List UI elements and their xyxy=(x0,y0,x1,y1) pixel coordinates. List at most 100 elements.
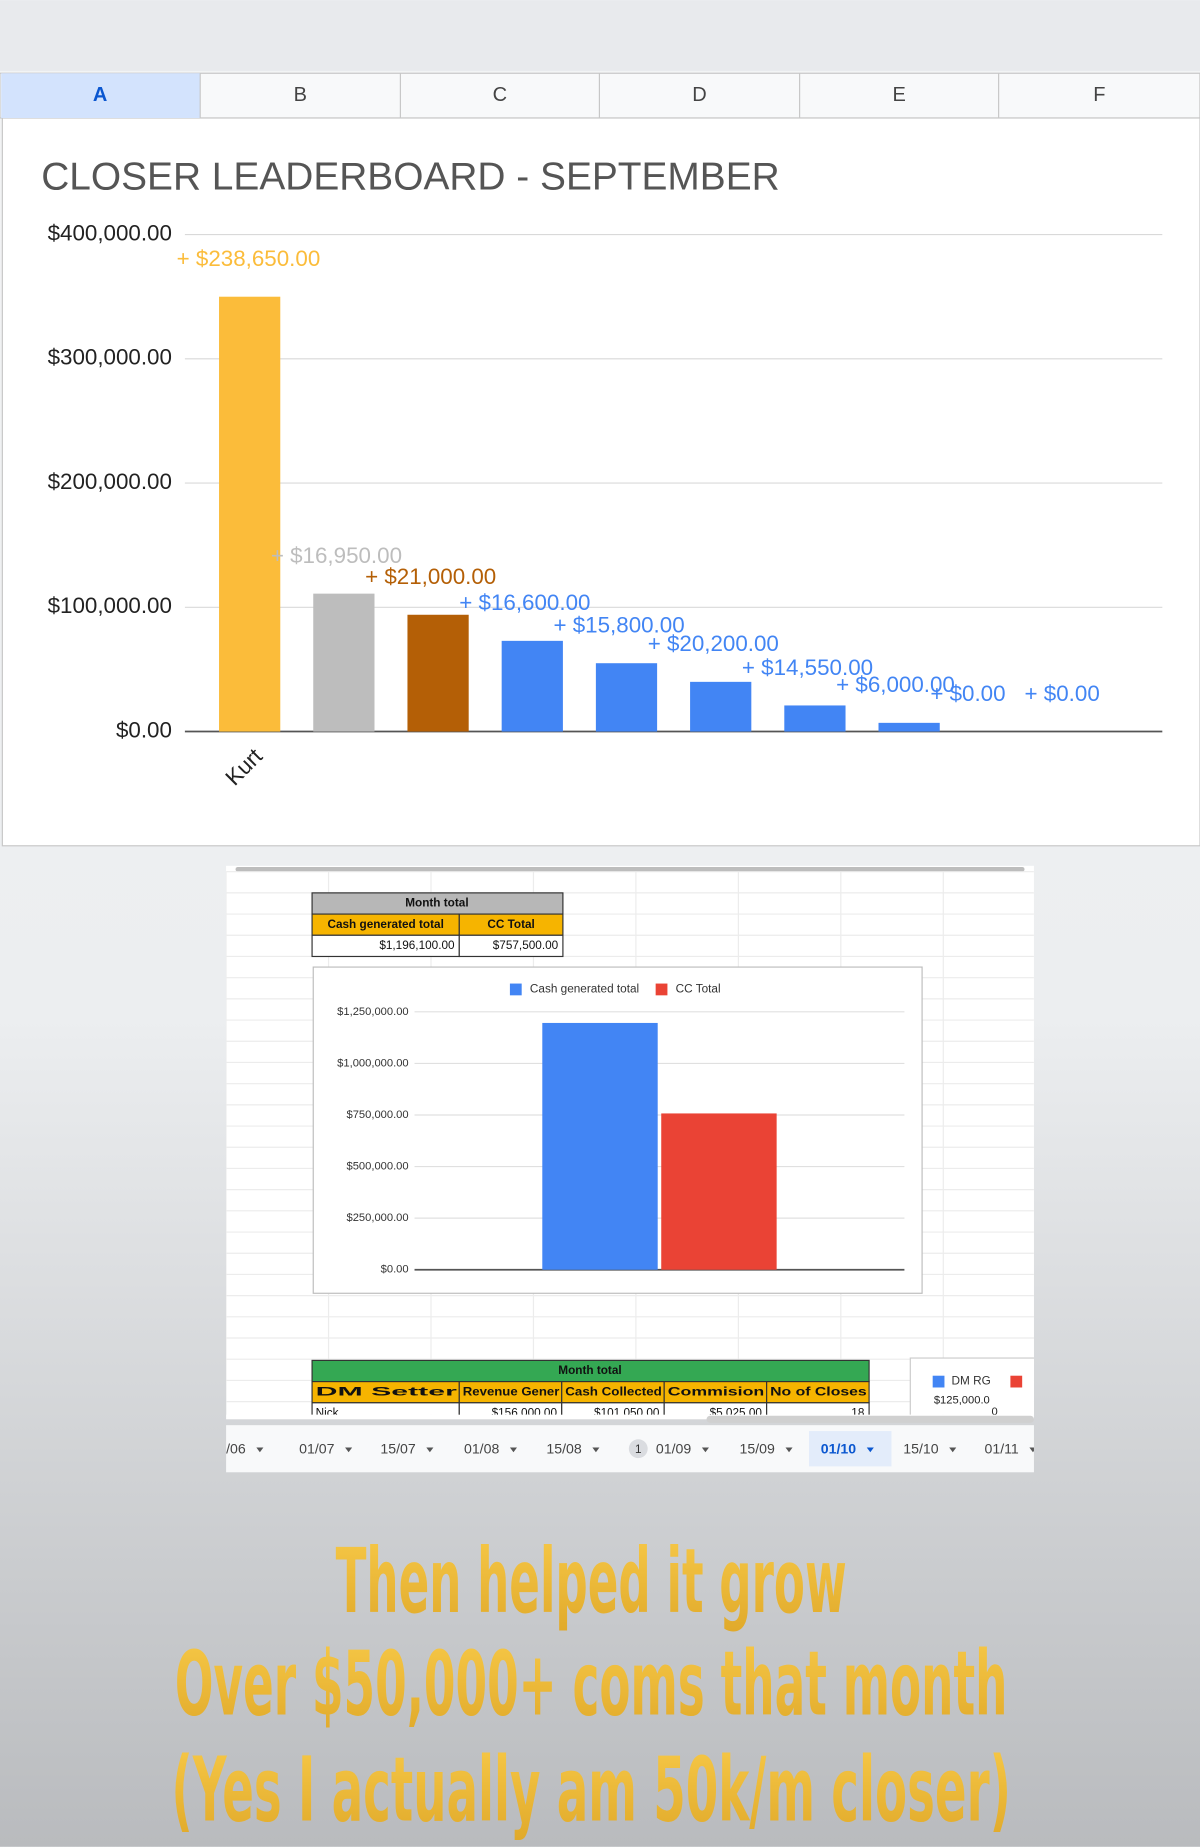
tab-badge-bg xyxy=(628,1439,648,1459)
table-value: $757,500.00 xyxy=(493,939,559,952)
tab-dropdown xyxy=(785,1447,793,1453)
table-value: $1,196,100.00 xyxy=(379,939,455,952)
tab-dropdown xyxy=(701,1447,709,1453)
legend-swatch xyxy=(509,983,522,996)
sheet-tab[interactable]: 01/08 xyxy=(464,1441,499,1457)
y-tick-label: $0.00 xyxy=(116,717,172,742)
bar xyxy=(542,1022,658,1270)
mini-label: $125,000.0 xyxy=(934,1394,990,1406)
tab-badge: 1 xyxy=(635,1443,642,1456)
scrollbar xyxy=(706,1415,1034,1423)
bar-annotation: + $0.00 xyxy=(1025,681,1100,706)
y-tick-label: $200,000.00 xyxy=(48,469,172,494)
tab-dropdown xyxy=(949,1447,957,1453)
bar-annotation: + $16,950.00 xyxy=(271,543,402,568)
y-tick-label: $400,000.00 xyxy=(48,220,172,245)
tab-dropdown xyxy=(426,1447,434,1453)
lower-sheet-content: $0.00 $250,000.00 $500,000.00 $750,000.00 $1… xyxy=(226,871,1034,1420)
mini-label: 0 xyxy=(992,1406,998,1418)
column-header-selected xyxy=(1,73,201,119)
legend-swatch xyxy=(655,983,668,996)
y-tick-label: $0.00 xyxy=(381,1264,409,1276)
y-tick-label: $300,000.00 xyxy=(48,345,172,370)
y-tick-label: $1,250,000.00 xyxy=(337,1006,408,1018)
bar xyxy=(501,640,563,732)
bar-annotation: + $6,000.00 xyxy=(836,672,955,697)
tab-dropdown xyxy=(509,1447,518,1453)
bar xyxy=(690,681,752,732)
tab-dropdown xyxy=(256,1447,264,1453)
sheet-tab[interactable]: 01/09 xyxy=(656,1441,691,1457)
column-header[interactable]: D xyxy=(692,84,706,106)
table-header: Commision xyxy=(668,1385,765,1398)
table-cell xyxy=(458,934,564,958)
sheet-edge xyxy=(235,866,1025,872)
column-header[interactable]: C xyxy=(493,84,507,106)
sheet-tab[interactable]: 15/07 xyxy=(380,1441,415,1457)
bar xyxy=(407,614,469,732)
bar-annotation: + $15,800.00 xyxy=(553,613,684,638)
table-header: No of Closes xyxy=(770,1385,867,1398)
tab-dropdown xyxy=(345,1447,353,1453)
sheet-tab[interactable]: /06 xyxy=(226,1441,246,1457)
bar-annotation: + $20,200.00 xyxy=(648,631,779,656)
bar xyxy=(784,705,846,732)
sheet-tab[interactable]: 15/10 xyxy=(903,1441,938,1457)
table-title: Month total xyxy=(558,1364,621,1377)
bar-annotation: + $16,600.00 xyxy=(459,590,590,615)
legend-label[interactable]: CC Total xyxy=(676,983,721,996)
bar xyxy=(595,663,658,732)
column-header[interactable]: B xyxy=(294,84,307,106)
legend-label[interactable]: Cash generated total xyxy=(530,983,639,996)
table-title: Month total xyxy=(405,897,468,910)
y-tick-label: $1,000,000.00 xyxy=(337,1057,408,1069)
y-tick-label: $750,000.00 xyxy=(346,1109,408,1121)
sheet-tab[interactable]: 01/11 xyxy=(984,1441,1018,1457)
table-value: 18 xyxy=(851,1407,865,1420)
sheet-tab[interactable]: 01/10 xyxy=(821,1441,856,1457)
table-value: Nick xyxy=(316,1407,339,1420)
tab-dropdown xyxy=(1029,1447,1034,1453)
chart-area xyxy=(1,117,1200,847)
bar-annotation: + $238,650.00 xyxy=(177,246,321,271)
table-header: Revenue Gener xyxy=(463,1385,560,1398)
table-header: Cash generated total xyxy=(327,918,443,931)
bar-annotation: + $14,550.00 xyxy=(742,655,873,680)
legend-swatch xyxy=(1010,1375,1023,1388)
top-bar xyxy=(0,0,1200,71)
sheet-tab[interactable]: 15/09 xyxy=(740,1441,775,1457)
table-header: CC Total xyxy=(487,918,535,931)
bar-annotation: + $21,000.00 xyxy=(365,564,496,589)
bar xyxy=(878,722,940,732)
sheet-tab[interactable]: 01/07 xyxy=(299,1441,334,1457)
y-tick-label: $500,000.00 xyxy=(346,1161,408,1173)
caption-line: Over $50,000+ coms that month xyxy=(175,1633,1008,1737)
column-header[interactable]: A xyxy=(93,84,107,106)
bar xyxy=(313,593,375,732)
bar xyxy=(661,1113,777,1270)
table-value: $156,000.00 xyxy=(492,1407,558,1420)
column-header[interactable]: F xyxy=(1093,84,1105,106)
bar-annotation: + $0.00 xyxy=(930,681,1005,706)
legend-swatch xyxy=(932,1375,945,1388)
y-tick-label: $250,000.00 xyxy=(346,1212,408,1224)
column-header[interactable]: E xyxy=(892,84,905,106)
tab-selected xyxy=(809,1431,892,1467)
chart-title: CLOSER LEADERBOARD - SEPTEMBER xyxy=(41,156,780,199)
caption-line: Then helped it grow xyxy=(336,1530,847,1634)
sheet-tabs: /06 01/07 15/07 01/08 15/08 01/09 15/09 01/10 15… xyxy=(226,1431,1034,1467)
sheet-tab[interactable]: 15/08 xyxy=(546,1441,581,1457)
tab-dropdown xyxy=(592,1447,600,1453)
table-cell xyxy=(766,1402,870,1415)
legend-label: DM RG xyxy=(952,1375,991,1388)
table-value: $101,050.00 xyxy=(594,1407,660,1420)
caption-line: (Yes I actually am 50k/m closer) xyxy=(171,1739,1011,1843)
table-header: Cash Collected xyxy=(565,1385,662,1398)
table-value: $5,025.00 xyxy=(710,1407,763,1420)
tab-dropdown xyxy=(866,1447,874,1453)
bar xyxy=(219,296,281,732)
y-tick-label: $100,000.00 xyxy=(48,593,172,618)
table-header: DM Setter xyxy=(316,1385,458,1398)
